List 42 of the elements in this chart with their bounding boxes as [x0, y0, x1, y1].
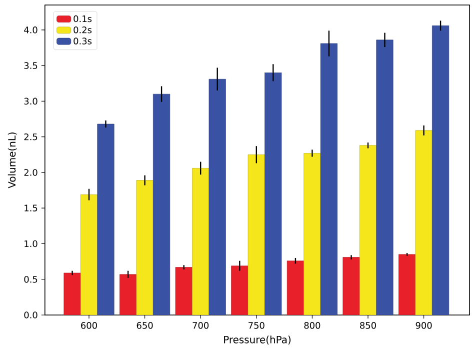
- bar: [264, 72, 282, 315]
- bar: [359, 145, 377, 315]
- legend-label: 0.2s: [74, 26, 92, 34]
- y-axis-title: Volume(nL): [8, 132, 17, 188]
- x-tick-label: 700: [192, 322, 209, 329]
- bar: [320, 43, 338, 315]
- x-tick-label: 900: [416, 322, 432, 329]
- bar: [97, 124, 114, 315]
- bar: [415, 130, 432, 315]
- y-tick-label: 0.0: [24, 312, 38, 318]
- bar: [304, 153, 321, 315]
- y-tick-label: 1.0: [24, 240, 38, 248]
- bar: [432, 26, 450, 315]
- bar: [376, 40, 394, 315]
- bar: [208, 78, 226, 315]
- x-tick-label: 850: [360, 322, 376, 329]
- x-axis-title: Pressure(hPa): [224, 336, 291, 345]
- y-tick-label: 3.0: [24, 98, 38, 105]
- bar: [286, 260, 304, 315]
- y-tick-label: 0.5: [24, 276, 38, 283]
- bar: [398, 254, 416, 315]
- bar: [192, 168, 210, 315]
- legend-label: 0.1s: [74, 15, 92, 22]
- x-tick-label: 750: [248, 322, 264, 329]
- y-tick-label: 2.5: [24, 133, 38, 140]
- x-tick-label: 800: [304, 322, 320, 329]
- bar: [248, 154, 265, 315]
- bar: [136, 180, 154, 315]
- bar: [120, 274, 137, 315]
- x-tick-label: 600: [81, 322, 97, 329]
- bar: [64, 272, 81, 315]
- x-tick-label: 650: [136, 322, 153, 329]
- y-tick-label: 1.5: [24, 204, 38, 212]
- bar: [153, 94, 170, 315]
- y-tick-label: 4.0: [24, 26, 38, 34]
- bar: [231, 266, 248, 315]
- bar: [342, 257, 360, 315]
- y-tick-label: 2.0: [24, 169, 38, 176]
- bar: [175, 267, 192, 315]
- legend-label: 0.3s: [74, 38, 92, 44]
- y-tick-label: 3.5: [24, 62, 38, 69]
- bar: [80, 194, 98, 315]
